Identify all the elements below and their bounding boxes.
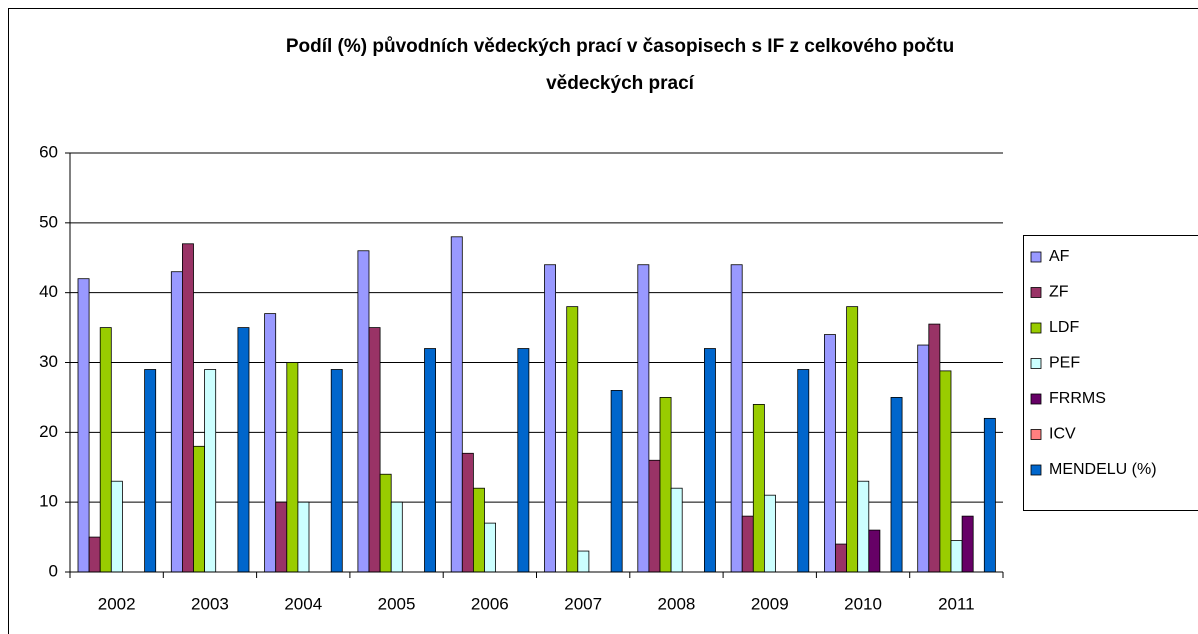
bar xyxy=(275,501,288,573)
bar xyxy=(144,369,157,573)
bar xyxy=(939,370,952,573)
bar xyxy=(752,403,765,573)
bar xyxy=(544,264,557,573)
bar xyxy=(110,480,123,573)
bar xyxy=(472,487,485,573)
bar xyxy=(857,480,870,573)
bar xyxy=(577,550,590,573)
bar xyxy=(835,543,848,573)
bar xyxy=(637,264,650,573)
legend-swatch xyxy=(1030,464,1042,476)
legend-swatch xyxy=(1030,287,1042,298)
x-tick-label: 2008 xyxy=(658,594,696,613)
bar xyxy=(917,344,930,573)
legend-label: ICV xyxy=(1049,426,1076,443)
bar xyxy=(824,334,836,573)
x-tick-label: 2009 xyxy=(751,594,789,613)
x-tick-label: 2010 xyxy=(844,594,882,613)
bar xyxy=(297,501,310,573)
legend-label: FRRMS xyxy=(1049,390,1106,407)
bar xyxy=(764,494,776,573)
bar xyxy=(193,445,206,573)
bar xyxy=(357,250,370,573)
bar xyxy=(461,452,474,573)
bar xyxy=(379,473,392,573)
legend-label: LDF xyxy=(1049,319,1079,336)
bar xyxy=(846,306,859,573)
chart-title: Podíl (%) původních vědeckých prací v ča… xyxy=(286,36,954,57)
bar xyxy=(670,487,683,573)
x-tick-label: 2003 xyxy=(191,594,229,613)
bar xyxy=(741,515,754,573)
bar xyxy=(950,540,963,573)
legend-label: MENDELU (%) xyxy=(1049,461,1157,478)
bar xyxy=(170,271,183,573)
legend-swatch xyxy=(1030,251,1042,263)
bar xyxy=(797,369,810,573)
bar xyxy=(181,243,194,573)
x-tick-label: 2005 xyxy=(378,594,416,613)
bar xyxy=(450,236,463,573)
legend-label: AF xyxy=(1049,248,1070,265)
bar xyxy=(237,327,250,573)
bar xyxy=(730,264,743,573)
y-tick-label: 60 xyxy=(39,142,58,161)
bar xyxy=(610,390,623,573)
x-tick-label: 2006 xyxy=(471,594,509,613)
x-tick-label: 2007 xyxy=(564,594,602,613)
bar xyxy=(264,313,277,573)
bar xyxy=(424,348,437,573)
bar xyxy=(330,369,343,573)
bar xyxy=(961,515,974,573)
bar xyxy=(286,362,299,573)
bar xyxy=(890,397,903,573)
x-tick-label: 2011 xyxy=(938,594,975,613)
legend-swatch xyxy=(1030,393,1042,405)
x-tick-label: 2004 xyxy=(284,594,322,613)
legend-box xyxy=(1023,235,1198,511)
x-tick-label: 2002 xyxy=(98,594,136,613)
bar xyxy=(99,327,112,573)
legend-label: PEF xyxy=(1049,355,1080,372)
y-tick-label: 50 xyxy=(39,212,58,231)
legend-swatch xyxy=(1030,429,1042,440)
bar xyxy=(704,348,716,573)
legend-swatch xyxy=(1030,358,1042,369)
bar xyxy=(390,501,403,573)
bar xyxy=(484,522,497,573)
bar xyxy=(648,459,661,573)
legend-label: ZF xyxy=(1049,284,1069,301)
chart-title: vědeckých prací xyxy=(546,73,695,94)
y-tick-label: 40 xyxy=(39,282,58,301)
bar xyxy=(928,323,941,573)
y-tick-label: 0 xyxy=(49,561,58,580)
bar xyxy=(368,327,381,573)
y-tick-label: 20 xyxy=(39,422,58,441)
y-tick-label: 30 xyxy=(39,352,58,371)
y-tick-label: 10 xyxy=(39,492,58,511)
legend-swatch xyxy=(1030,322,1042,334)
bar xyxy=(659,397,672,573)
bar xyxy=(77,278,90,573)
bar xyxy=(566,306,579,573)
bar xyxy=(517,348,530,573)
bar xyxy=(868,529,881,573)
bar xyxy=(88,536,101,573)
bar xyxy=(204,369,217,573)
bar xyxy=(983,417,996,573)
